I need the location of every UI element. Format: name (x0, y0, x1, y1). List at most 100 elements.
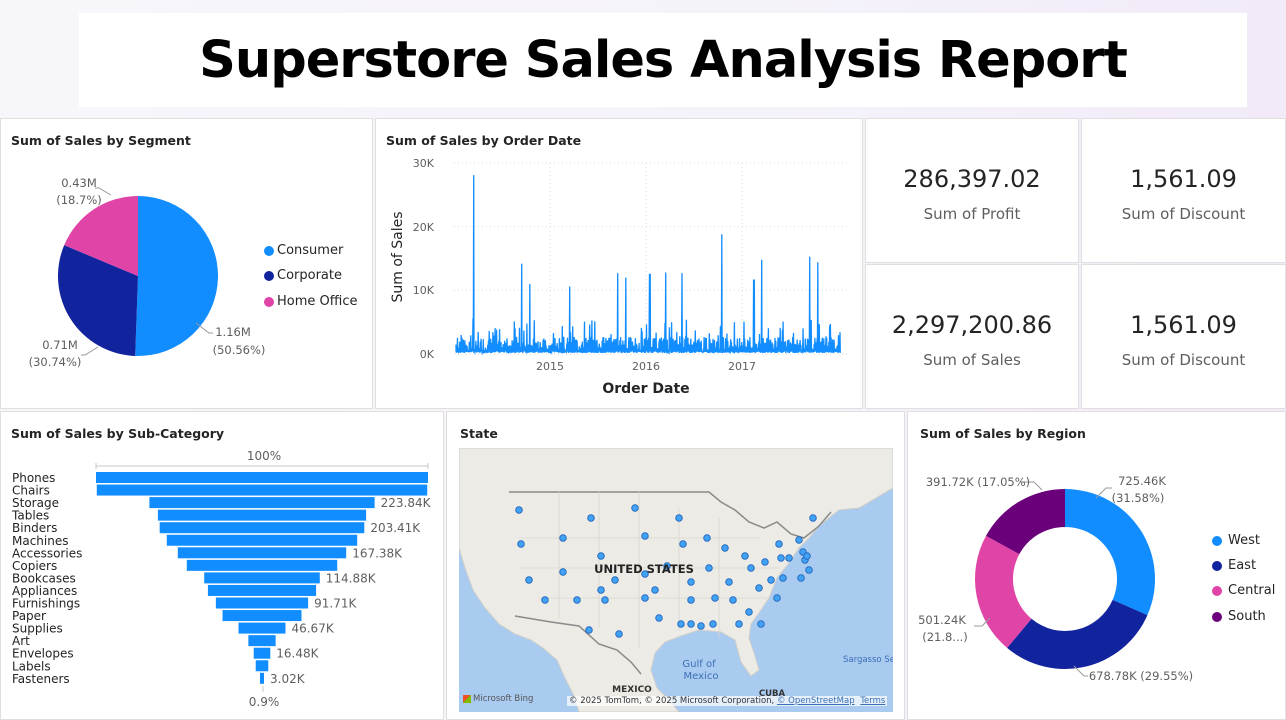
state-bubble[interactable] (785, 554, 793, 562)
state-bubble[interactable] (795, 536, 803, 544)
funnel-bar-envelopes[interactable] (253, 647, 271, 659)
donut-slice-south[interactable] (985, 489, 1065, 555)
funnel-bar-chairs[interactable] (96, 484, 428, 496)
donut-slice-east[interactable] (1007, 599, 1148, 669)
segment-pie-card[interactable]: Sum of Sales by Segment 0.43M (18.7%) 0.… (0, 118, 373, 409)
state-map[interactable]: UNITED STATES Gulf of Mexico MEXICO CUBA… (459, 448, 893, 712)
subcategory-funnel-card[interactable]: Sum of Sales by Sub-Category 100% 0.9% P… (0, 411, 444, 720)
state-bubble[interactable] (775, 540, 783, 548)
state-bubble[interactable] (725, 578, 733, 586)
state-bubble[interactable] (651, 586, 659, 594)
kpi-discount-card-2[interactable]: 1,561.09 Sum of Discount (1081, 264, 1286, 409)
state-bubble[interactable] (517, 540, 525, 548)
state-bubble[interactable] (631, 504, 639, 512)
state-bubble[interactable] (601, 596, 609, 604)
state-bubble[interactable] (641, 594, 649, 602)
state-bubble[interactable] (697, 622, 705, 630)
state-bubble[interactable] (677, 620, 685, 628)
pie-slice-home-office[interactable] (64, 196, 138, 276)
state-bubble[interactable] (687, 578, 695, 586)
legend-home-office[interactable]: Home Office (264, 294, 357, 309)
funnel-bar-labels[interactable] (255, 660, 269, 672)
region-donut-card[interactable]: Sum of Sales by Region 391.72K (17.05%) … (907, 411, 1286, 720)
kpi-profit-card[interactable]: 286,397.02 Sum of Profit (865, 118, 1079, 263)
state-bubble[interactable] (641, 570, 649, 578)
legend-east[interactable]: East (1212, 558, 1256, 573)
orderdate-line-card[interactable]: Sum of Sales by Order Date 30K 20K 10K 0… (375, 118, 863, 409)
state-bubble[interactable] (611, 576, 619, 584)
state-bubble[interactable] (779, 574, 787, 582)
segment-pie-chart[interactable]: 0.43M (18.7%) 0.71M (30.74%) 1.16M (50.5… (1, 119, 374, 410)
pie-slice-consumer[interactable] (135, 196, 218, 356)
state-bubble[interactable] (703, 534, 711, 542)
state-bubble[interactable] (641, 532, 649, 540)
state-bubble[interactable] (663, 562, 671, 570)
state-bubble[interactable] (559, 568, 567, 576)
funnel-bar-supplies[interactable] (238, 622, 286, 634)
legend-central[interactable]: Central (1212, 583, 1275, 598)
state-bubble[interactable] (777, 554, 785, 562)
state-bubble[interactable] (597, 586, 605, 594)
state-bubble[interactable] (735, 620, 743, 628)
state-bubble[interactable] (747, 564, 755, 572)
state-bubble[interactable] (655, 614, 663, 622)
state-bubble[interactable] (767, 576, 775, 584)
osm-link[interactable]: © OpenStreetMap (776, 696, 855, 706)
funnel-bar-binders[interactable] (159, 522, 365, 534)
state-bubble[interactable] (803, 552, 811, 560)
state-bubble[interactable] (805, 566, 813, 574)
map-canvas[interactable]: UNITED STATES Gulf of Mexico MEXICO CUBA… (459, 448, 893, 712)
state-bubble[interactable] (729, 596, 737, 604)
state-bubble[interactable] (525, 576, 533, 584)
state-bubble[interactable] (797, 574, 805, 582)
state-bubble[interactable] (809, 514, 817, 522)
region-donut-chart[interactable]: 391.72K (17.05%) 725.46K (31.58%) 501.24… (908, 412, 1286, 720)
state-bubble[interactable] (761, 558, 769, 566)
state-bubble[interactable] (687, 620, 695, 628)
legend-consumer[interactable]: Consumer (264, 243, 343, 258)
legend-south[interactable]: South (1212, 609, 1266, 624)
funnel-bar-bookcases[interactable] (204, 572, 320, 584)
funnel-bar-accessories[interactable] (177, 547, 347, 559)
funnel-bar-fasteners[interactable] (260, 672, 264, 684)
state-bubble[interactable] (757, 620, 765, 628)
state-bubble[interactable] (687, 596, 695, 604)
state-bubble[interactable] (541, 596, 549, 604)
state-bubble[interactable] (615, 630, 623, 638)
state-bubble[interactable] (587, 514, 595, 522)
state-bubble[interactable] (705, 564, 713, 572)
sales-line-series[interactable] (455, 175, 841, 356)
state-bubble[interactable] (559, 534, 567, 542)
state-bubble[interactable] (515, 506, 523, 514)
pie-slice-corporate[interactable] (57, 245, 138, 356)
state-bubble[interactable] (597, 552, 605, 560)
state-bubble[interactable] (679, 540, 687, 548)
state-bubble[interactable] (573, 596, 581, 604)
funnel-bar-storage[interactable] (149, 497, 375, 509)
orderdate-line-chart[interactable]: 30K 20K 10K 0K 2015 2016 2017 Sum of Sal… (376, 119, 864, 410)
donut-slice-west[interactable] (1065, 489, 1155, 616)
state-bubble[interactable] (675, 514, 683, 522)
state-bubble[interactable] (755, 584, 763, 592)
terms-link[interactable]: Terms (860, 696, 886, 706)
state-bubble[interactable] (585, 626, 593, 634)
funnel-bar-art[interactable] (248, 635, 276, 647)
state-bubble[interactable] (773, 594, 781, 602)
funnel-bar-phones[interactable] (96, 472, 428, 483)
donut-slice-central[interactable] (975, 535, 1032, 648)
kpi-discount-card-1[interactable]: 1,561.09 Sum of Discount (1081, 118, 1286, 263)
kpi-sales-card[interactable]: 2,297,200.86 Sum of Sales (865, 264, 1079, 409)
state-bubble[interactable] (741, 552, 749, 560)
funnel-bar-tables[interactable] (157, 509, 367, 521)
legend-corporate[interactable]: Corporate (264, 268, 342, 283)
funnel-bar-copiers[interactable] (186, 559, 338, 571)
funnel-bar-appliances[interactable] (207, 584, 317, 596)
state-bubble[interactable] (745, 608, 753, 616)
state-bubble[interactable] (711, 594, 719, 602)
funnel-bar-machines[interactable] (166, 534, 358, 546)
state-bubble[interactable] (721, 544, 729, 552)
state-map-card[interactable]: State UNITED STATES Gulf of Mexico MEXIC… (446, 411, 905, 720)
legend-west[interactable]: West (1212, 533, 1260, 548)
funnel-bar-furnishings[interactable] (215, 597, 309, 609)
